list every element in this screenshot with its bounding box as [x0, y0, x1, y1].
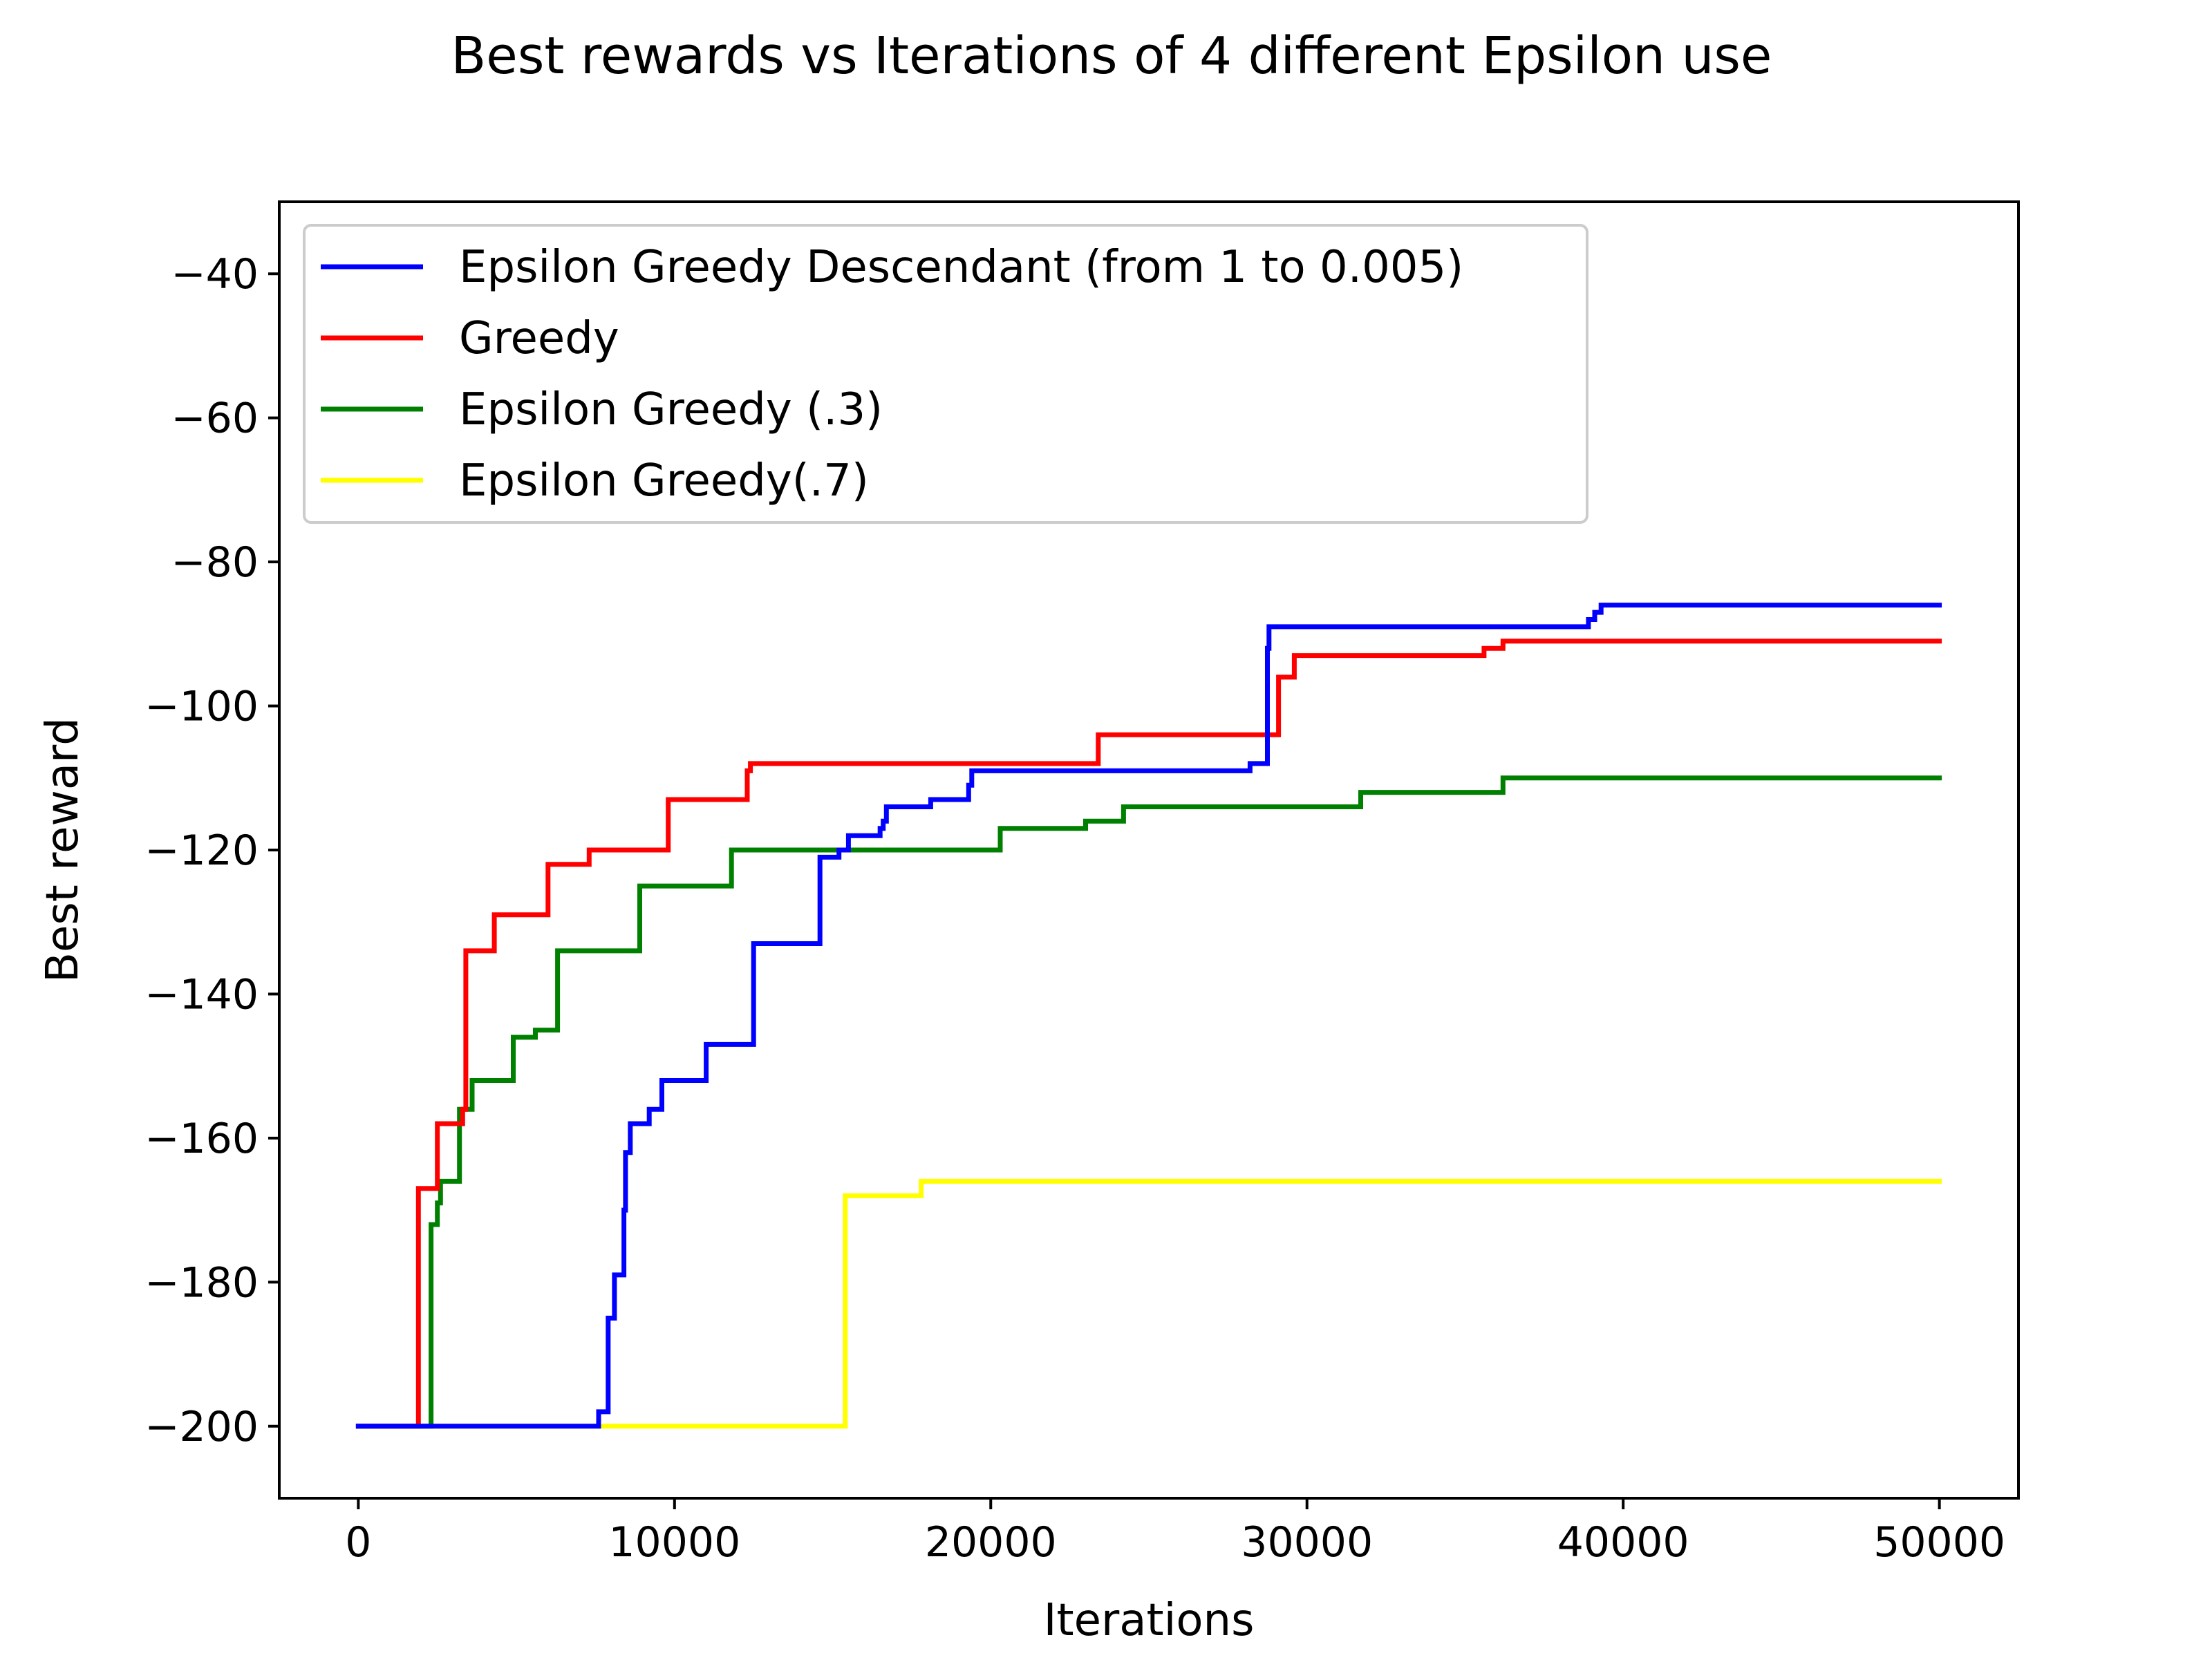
series-line-3: [355, 775, 1942, 1429]
x-axis-label: Iterations: [1044, 1595, 1255, 1646]
y-tick-label: −60: [171, 395, 259, 443]
y-tick-label: −100: [144, 683, 259, 731]
series-line-1: [355, 603, 1942, 1429]
legend-label-1: Epsilon Greedy Descendant (from 1 to 0.0…: [459, 242, 1463, 293]
y-tick-label: −160: [144, 1115, 259, 1163]
x-tick-label: 0: [345, 1518, 371, 1567]
chart-title: Best rewards vs Iterations of 4 differen…: [451, 26, 1772, 86]
y-tick-label: −180: [144, 1258, 259, 1307]
series-line-4: [355, 1178, 1942, 1429]
y-tick-label: −40: [171, 250, 259, 299]
legend-label-3: Epsilon Greedy (.3): [459, 384, 883, 435]
legend: Epsilon Greedy Descendant (from 1 to 0.0…: [303, 224, 1588, 524]
y-tick-label: −120: [144, 827, 259, 875]
x-tick-label: 10000: [608, 1518, 740, 1567]
x-tick-label: 50000: [1873, 1518, 2005, 1567]
y-tick-label: −140: [144, 970, 259, 1019]
legend-label-2: Greedy: [459, 313, 619, 364]
y-axis-ticks: −40 −60 −80 −100 −120 −140 −160 −180 −200: [144, 250, 279, 1451]
x-tick-label: 40000: [1557, 1518, 1689, 1567]
x-axis-ticks: 0 10000 20000 30000 40000 50000: [345, 1498, 2005, 1567]
y-tick-label: −200: [144, 1403, 259, 1451]
plot-lines: [355, 603, 1942, 1429]
x-tick-label: 30000: [1241, 1518, 1373, 1567]
series-line-2: [355, 639, 1942, 1429]
x-tick-label: 20000: [925, 1518, 1057, 1567]
legend-label-4: Epsilon Greedy(.7): [459, 455, 869, 507]
legend-box: [303, 224, 1588, 524]
y-axis-label: Best reward: [37, 717, 88, 983]
y-tick-label: −80: [171, 538, 259, 587]
